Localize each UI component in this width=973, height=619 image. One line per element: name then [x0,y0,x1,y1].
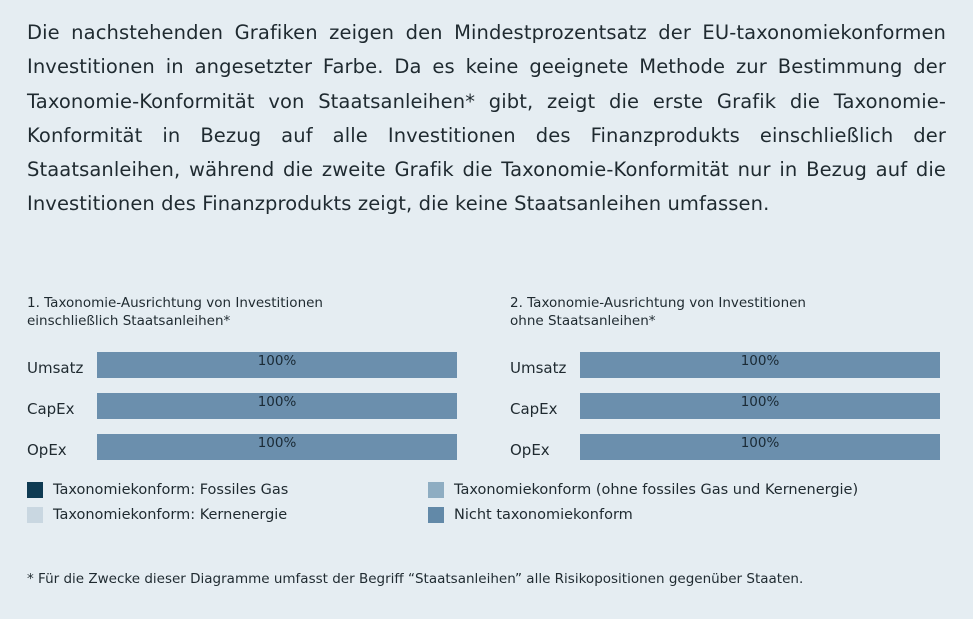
value-label: 100% [740,353,780,369]
legend-label: Taxonomiekonform: Fossiles Gas [53,482,289,498]
legend-swatch [27,482,43,498]
category-label: CapEx [27,400,75,418]
legend-label: Taxonomiekonform: Kernenergie [53,507,288,523]
chart-title: 1. Taxonomie-Ausrichtung von Investition… [27,295,323,311]
bar [97,352,457,378]
chart-title: ohne Staatsanleihen* [510,313,656,329]
intro-text: Die nachstehenden Grafiken zeigen den Mi… [27,21,946,216]
category-label: Umsatz [27,359,84,377]
footnote: * Für die Zwecke dieser Diagramme umfass… [27,571,804,587]
bar [97,434,457,460]
category-label: OpEx [27,441,67,459]
category-label: OpEx [510,441,550,459]
bar [580,434,940,460]
value-label: 100% [257,353,297,369]
value-label: 100% [257,394,297,410]
value-label: 100% [740,435,780,451]
value-label: 100% [740,394,780,410]
legend-label: Nicht taxonomiekonform [454,507,633,523]
category-label: CapEx [510,400,558,418]
category-label: Umsatz [510,359,567,377]
chart-title: einschließlich Staatsanleihen* [27,313,231,329]
chart-title: 2. Taxonomie-Ausrichtung von Investition… [510,295,806,311]
legend-swatch [428,507,444,523]
legend-swatch [428,482,444,498]
legend-swatch [27,507,43,523]
bar [580,393,940,419]
value-label: 100% [257,435,297,451]
bar [580,352,940,378]
bar [97,393,457,419]
legend-label: Taxonomiekonform (ohne fossiles Gas und … [454,482,859,498]
